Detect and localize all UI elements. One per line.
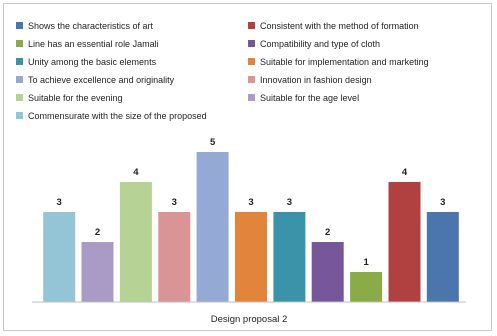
legend-label: Suitable for implementation and marketin… (260, 56, 429, 67)
bar-value-label: 2 (95, 227, 100, 238)
legend-label: To achieve excellence and originality (28, 74, 175, 85)
legend-item: Compatibility and type of cloth (248, 36, 484, 51)
legend-item: Consistent with the method of formation (248, 18, 484, 33)
bar-value-label: 3 (440, 197, 445, 208)
legend-label: Commensurate with the size of the propos… (28, 110, 207, 121)
bar (196, 152, 229, 302)
bar-value-label: 3 (248, 197, 253, 208)
legend-swatch (248, 76, 255, 83)
legend-item: Suitable for the evening (16, 90, 248, 105)
bar (311, 242, 344, 302)
legend-swatch (16, 112, 23, 119)
legend-item: Shows the characteristics of art (16, 18, 248, 33)
bar (350, 272, 383, 302)
legend-item: Suitable for implementation and marketin… (248, 54, 484, 69)
legend-swatch (16, 22, 23, 29)
legend-item: To achieve excellence and originality (16, 72, 248, 87)
bar (119, 182, 152, 302)
bar (273, 212, 306, 302)
bar-value-label: 3 (287, 197, 292, 208)
bar-group: 3 2 4 3 5 3 3 2 1 4 3 (43, 137, 459, 302)
legend-item: Unity among the basic elements (16, 54, 248, 69)
bar (426, 212, 459, 302)
legend-item: Suitable for the age level (248, 90, 484, 105)
bar-value-label: 3 (172, 197, 177, 208)
bar-value-label: 1 (363, 257, 369, 268)
legend-item: Line has an essential role Jamali (16, 36, 248, 51)
bar-value-label: 5 (210, 137, 216, 148)
legend-label: Shows the characteristics of art (28, 20, 154, 31)
legend-swatch (248, 94, 255, 101)
legend-swatch (248, 22, 255, 29)
bar-value-label: 2 (325, 227, 330, 238)
legend: Shows the characteristics of art Consiste… (16, 18, 486, 123)
legend-label: Suitable for the evening (28, 92, 123, 103)
bar (158, 212, 191, 302)
legend-swatch (16, 94, 23, 101)
legend-swatch (248, 40, 255, 47)
bar (388, 182, 421, 302)
bar-value-label: 4 (402, 167, 408, 178)
bar (43, 212, 76, 302)
legend-swatch (16, 58, 23, 65)
x-axis-label: Design proposal 2 (211, 314, 288, 325)
legend-label: Unity among the basic elements (28, 56, 157, 67)
legend-label: Line has an essential role Jamali (28, 38, 159, 49)
legend-label: Innovation in fashion design (260, 74, 372, 85)
legend-item: Commensurate with the size of the propos… (16, 108, 248, 123)
legend-label: Suitable for the age level (260, 92, 360, 103)
bar (81, 242, 114, 302)
legend-swatch (16, 40, 23, 47)
bar (235, 212, 267, 302)
legend-swatch (16, 76, 23, 83)
bar-value-label: 4 (133, 167, 139, 178)
legend-swatch (248, 58, 255, 65)
legend-label: Compatibility and type of cloth (260, 38, 381, 49)
legend-item: Innovation in fashion design (248, 72, 484, 87)
legend-label: Consistent with the method of formation (260, 20, 419, 31)
bar-value-label: 3 (57, 197, 62, 208)
